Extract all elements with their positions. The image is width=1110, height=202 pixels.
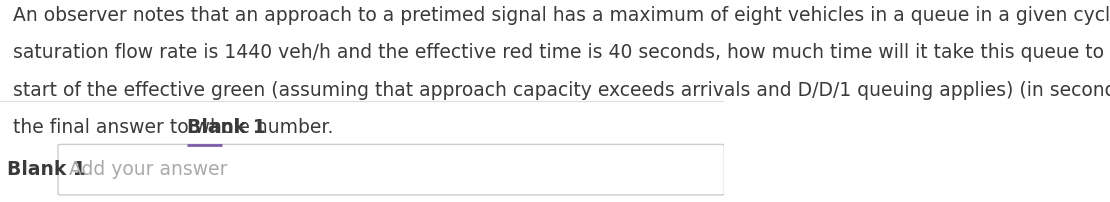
Text: start of the effective green (assuming that approach capacity exceeds arrivals a: start of the effective green (assuming t…: [13, 81, 1110, 100]
Text: An observer notes that an approach to a pretimed signal has a maximum of eight v: An observer notes that an approach to a …: [13, 6, 1110, 25]
Text: the final answer to whole number.: the final answer to whole number.: [13, 118, 340, 137]
FancyBboxPatch shape: [58, 144, 725, 195]
Text: Add your answer: Add your answer: [69, 160, 228, 179]
Text: Blank 1: Blank 1: [8, 160, 85, 179]
Text: Blank 1: Blank 1: [186, 118, 265, 137]
Text: the final answer to whole number.: the final answer to whole number.: [13, 118, 340, 137]
Text: saturation flow rate is 1440 veh/h and the effective red time is 40 seconds, how: saturation flow rate is 1440 veh/h and t…: [13, 43, 1110, 62]
